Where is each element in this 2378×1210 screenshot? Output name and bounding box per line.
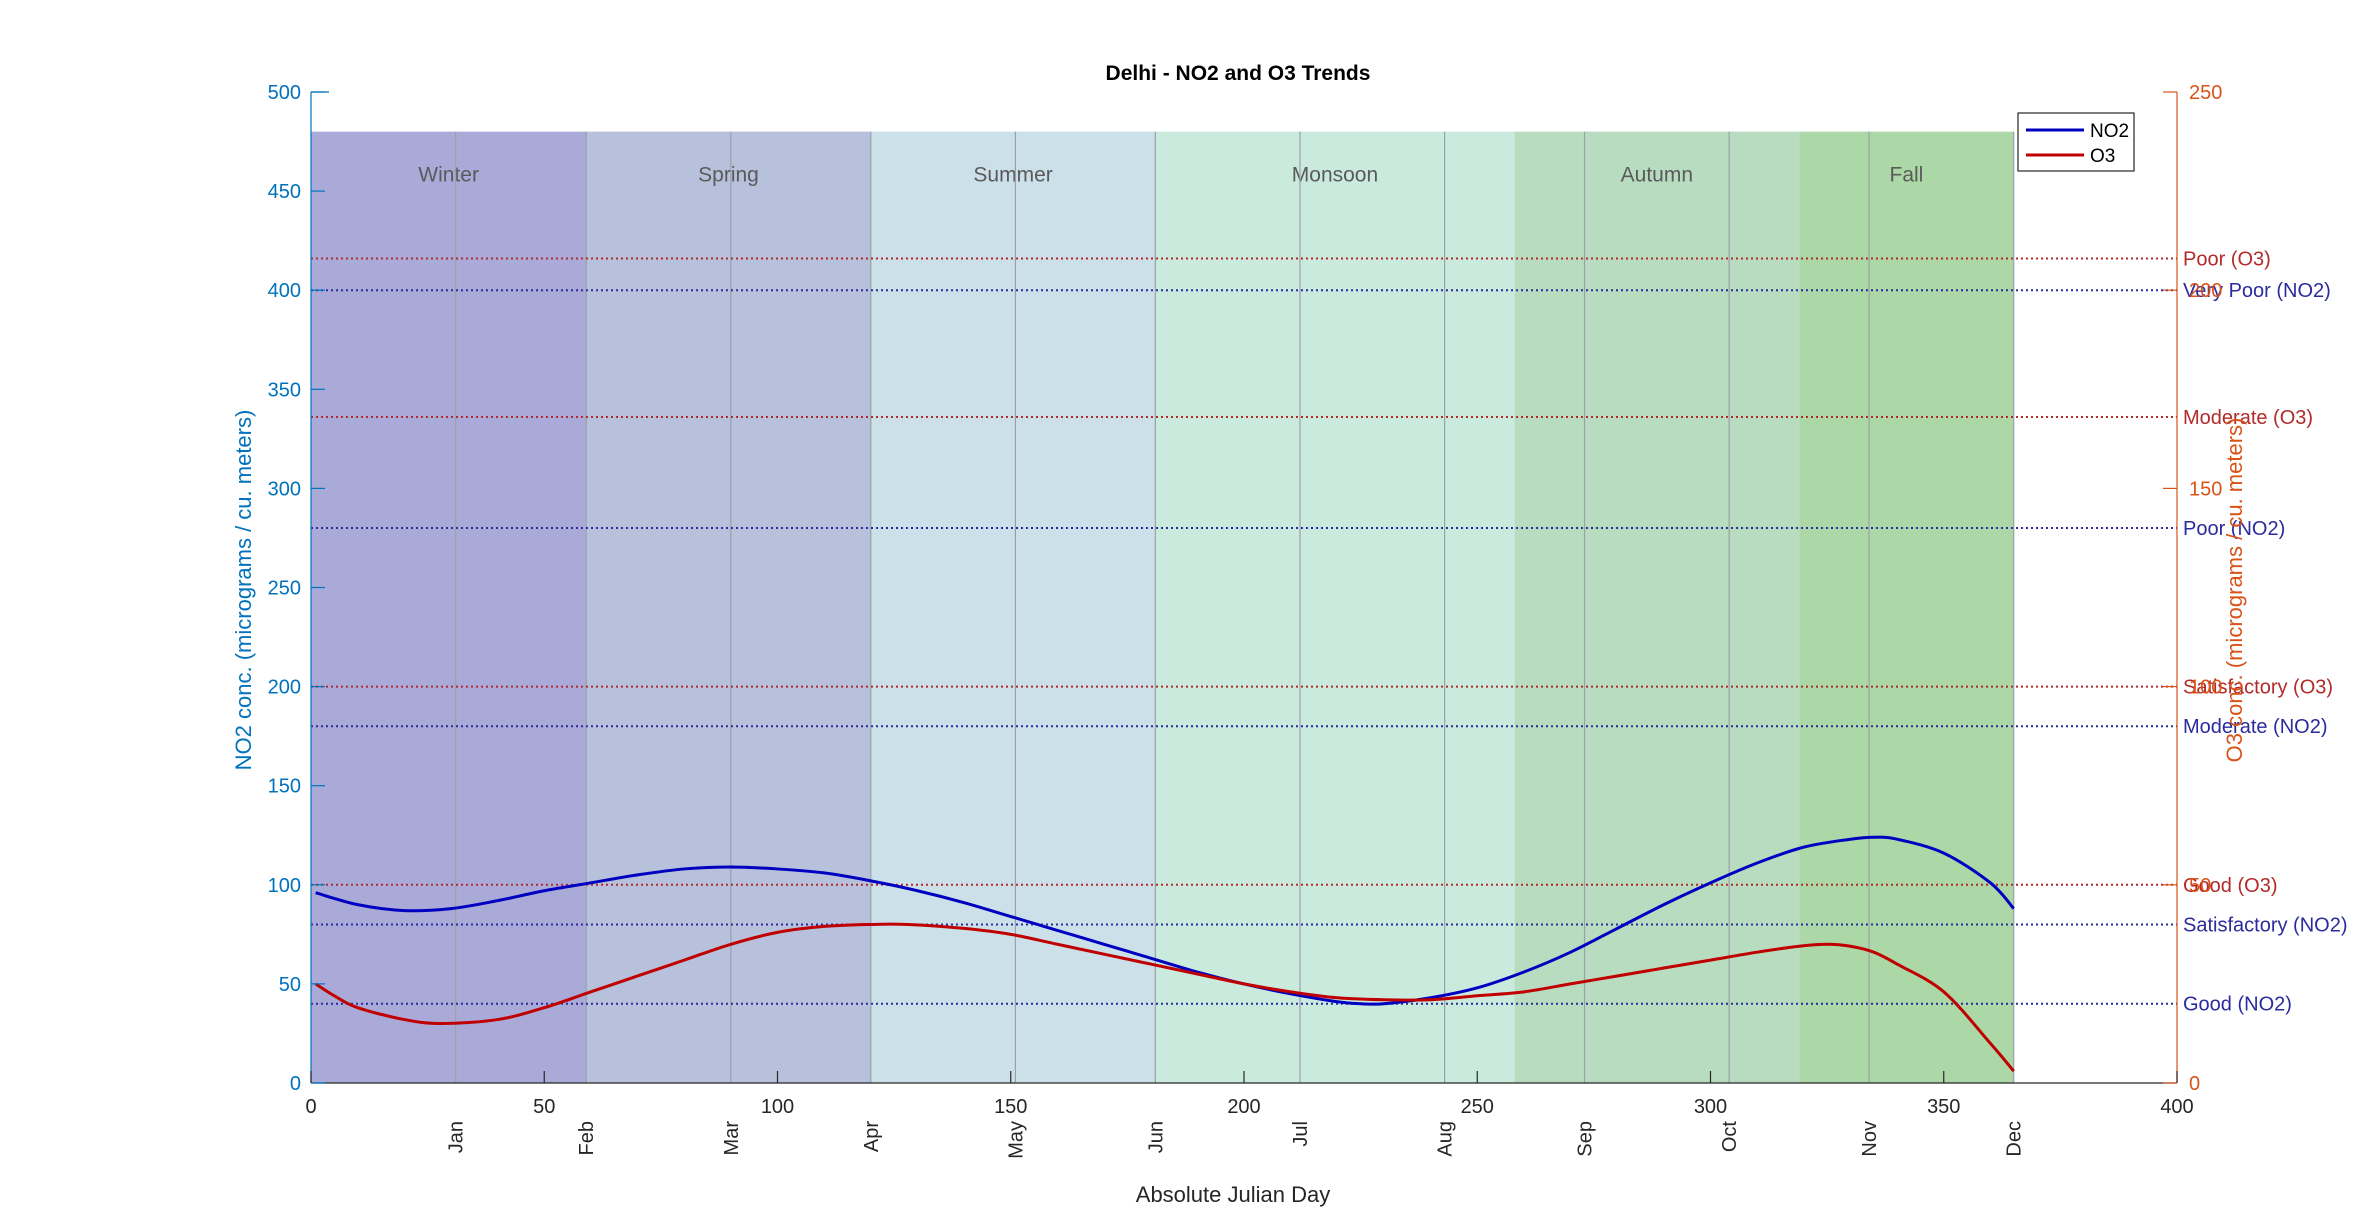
season-bands: Winter Spring Summer Monsoon Autumn Fall	[311, 131, 2014, 1083]
x-tick-label: 50	[533, 1096, 555, 1118]
month-label-may: May	[1005, 1121, 1027, 1159]
x-tick-label: 200	[1227, 1096, 1260, 1118]
season-band-summer	[870, 131, 1156, 1083]
y-left-tick-label: 150	[268, 776, 301, 798]
legend-label-no2: NO2	[2090, 121, 2129, 142]
y-left-tick-label: 200	[268, 677, 301, 699]
month-label-sep: Sep	[1575, 1121, 1597, 1157]
y-right-tick-label: 50	[2189, 875, 2211, 897]
season-label-autumn: Autumn	[1621, 164, 1693, 187]
season-band-winter	[311, 131, 587, 1083]
season-label-monsoon: Monsoon	[1292, 164, 1378, 187]
threshold-label-no2: Moderate (NO2)	[2183, 716, 2328, 738]
y-left-tick-label: 500	[268, 82, 301, 104]
month-lines: Jan Feb Mar Apr May Jun Jul Aug Sep Oct Nov Dec	[446, 131, 2026, 1159]
x-tick-label: 400	[2160, 1096, 2193, 1118]
month-label-jul: Jul	[1290, 1121, 1312, 1147]
month-label-mar: Mar	[721, 1121, 743, 1156]
y-right-tick-label: 100	[2189, 677, 2222, 699]
y-right-tick-label: 150	[2189, 478, 2222, 500]
month-label-jan: Jan	[446, 1121, 468, 1153]
series-line-o3	[314, 922, 2015, 1073]
y-left-tick-label: 50	[279, 974, 301, 996]
month-label-feb: Feb	[576, 1121, 598, 1155]
y-right-tick-label: 0	[2189, 1073, 2200, 1095]
season-band-autumn	[1514, 131, 1800, 1083]
month-label-dec: Dec	[2004, 1121, 2026, 1157]
y-left-tick-label: 350	[268, 379, 301, 401]
season-label-spring: Spring	[698, 164, 759, 187]
x-tick-label: 0	[305, 1096, 316, 1118]
season-band-fall	[1799, 131, 2014, 1083]
threshold-label-no2: Satisfactory (NO2)	[2183, 914, 2347, 936]
x-tick-label: 100	[761, 1096, 794, 1118]
y-right-axis-label: O3 conc. (micrograms / cu. meters)	[2222, 418, 2247, 763]
threshold-label-o3: Moderate (O3)	[2183, 407, 2313, 429]
threshold-label-no2: Poor (NO2)	[2183, 518, 2285, 540]
y-left-tick-label: 0	[290, 1073, 301, 1095]
threshold-label-o3: Poor (O3)	[2183, 248, 2271, 270]
threshold-label-o3: Good (O3)	[2183, 875, 2277, 897]
y-left-tick-label: 100	[268, 875, 301, 897]
month-label-aug: Aug	[1435, 1121, 1457, 1157]
month-label-jun: Jun	[1145, 1121, 1167, 1153]
x-axis-label: Absolute Julian Day	[1136, 1182, 1330, 1207]
series-lines	[314, 835, 2015, 1073]
y-left-tick-label: 450	[268, 181, 301, 203]
legend-label-o3: O3	[2090, 146, 2115, 167]
y-left-tick-label: 250	[268, 578, 301, 600]
x-tick-label: 350	[1927, 1096, 1960, 1118]
x-tick-label: 300	[1694, 1096, 1727, 1118]
month-label-oct: Oct	[1719, 1121, 1741, 1153]
y-right-tick-label: 200	[2189, 280, 2222, 302]
threshold-lines: Very Poor (NO2) Poor (NO2) Moderate (NO2) S…	[311, 248, 2347, 1016]
y-left-tick-label: 400	[268, 280, 301, 302]
month-label-apr: Apr	[861, 1121, 883, 1152]
legend-box	[2017, 112, 2135, 172]
season-label-winter: Winter	[418, 164, 479, 187]
y-right-tick-label: 250	[2189, 82, 2222, 104]
x-tick-label: 250	[1461, 1096, 1494, 1118]
threshold-label-no2: Very Poor (NO2)	[2183, 280, 2331, 302]
season-label-summer: Summer	[973, 164, 1052, 187]
season-band-spring	[586, 131, 871, 1083]
threshold-label-no2: Good (NO2)	[2183, 994, 2292, 1016]
chart-title: Delhi - NO2 and O3 Trends	[1106, 62, 1371, 85]
season-label-fall: Fall	[1890, 164, 1924, 187]
month-label-nov: Nov	[1859, 1121, 1881, 1157]
y-left-axis-label: NO2 conc. (micrograms / cu. meters)	[231, 410, 256, 771]
axes: 0 50 100 150 200 250 300 350 4000501001502002503…	[268, 82, 2223, 1118]
threshold-label-o3: Satisfactory (O3)	[2183, 677, 2333, 699]
season-band-monsoon	[1155, 131, 1515, 1083]
x-tick-label: 150	[994, 1096, 1027, 1118]
y-left-tick-label: 300	[268, 478, 301, 500]
